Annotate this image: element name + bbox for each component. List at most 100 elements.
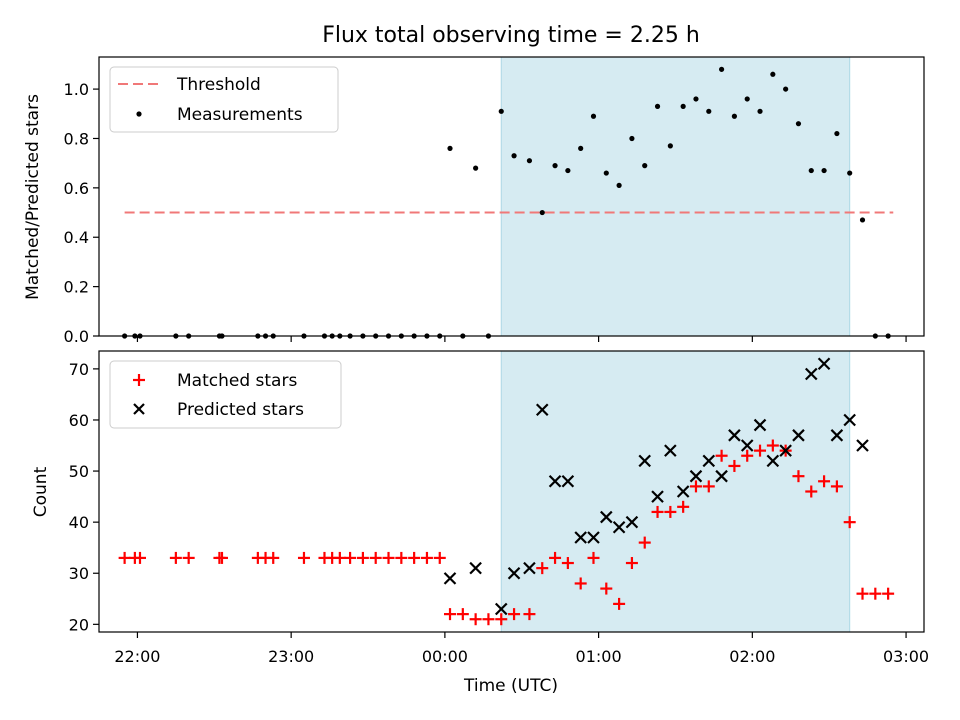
predicted-star-point <box>469 561 482 575</box>
top-legend-frame <box>109 66 339 133</box>
predicted-star-point <box>651 490 664 503</box>
bottom-legend-frame <box>109 360 342 429</box>
matched-star-point <box>297 551 310 564</box>
bottom-legend: Matched stars Predicted stars <box>109 360 342 429</box>
measurement-point <box>603 170 609 176</box>
matched-star-point <box>369 551 382 564</box>
matched-star-point <box>677 500 690 513</box>
predicted-star-point <box>574 531 587 544</box>
matched-star-point <box>600 582 613 595</box>
predicted-star-point <box>804 367 818 381</box>
measurement-point <box>693 96 699 102</box>
x-tick-label: 00:00 <box>422 647 468 666</box>
top-y-ticks: 0.0 0.2 0.4 0.6 0.8 1.0 <box>64 80 99 346</box>
bottom-y-ticks: 20 30 40 50 60 70 <box>69 360 99 634</box>
measurement-point <box>526 158 533 164</box>
measurement-point <box>667 143 673 149</box>
legend-threshold-label: Threshold <box>176 75 261 95</box>
matched-star-point <box>689 480 702 493</box>
matched-star-point <box>523 608 536 621</box>
predicted-star-point <box>753 418 767 432</box>
matched-star-point <box>561 557 574 570</box>
measurement-point <box>731 113 738 119</box>
bottom-markers <box>118 357 895 626</box>
chart-title: Flux total observing time = 2.25 h <box>322 23 700 48</box>
matched-star-point <box>420 551 433 564</box>
matched-star-point <box>133 551 146 564</box>
measurement-point <box>757 108 763 114</box>
matched-star-point <box>638 536 651 549</box>
predicted-star-point <box>740 439 754 452</box>
matched-star-point <box>382 551 395 564</box>
x-tick-label: 23:00 <box>268 647 314 666</box>
predicted-star-point <box>638 454 652 468</box>
matched-star-point <box>118 551 131 564</box>
matched-star-point <box>508 608 521 621</box>
predicted-star-point <box>494 602 508 616</box>
top-x-ticks <box>136 336 907 342</box>
matched-star-point <box>805 485 818 498</box>
matched-star-point <box>792 470 805 483</box>
measurement-point <box>552 163 558 169</box>
measurement-point <box>590 113 597 119</box>
measurement-point <box>473 165 479 171</box>
matched-star-point <box>549 551 562 564</box>
measurement-point <box>859 217 866 223</box>
x-tick-label: 22:00 <box>114 647 160 666</box>
predicted-star-point <box>561 475 575 488</box>
y-tick-label: 0.4 <box>64 228 89 247</box>
top-legend: Threshold Measurements <box>109 66 339 133</box>
y-tick-label: 0.2 <box>64 278 89 297</box>
predicted-star-point <box>766 454 780 468</box>
predicted-star-point <box>843 413 856 427</box>
measurement-point <box>447 145 453 151</box>
predicted-star-point <box>792 429 805 442</box>
matched-star-point <box>856 587 869 600</box>
predicted-star-point <box>856 439 869 452</box>
bottom-panel: 20 30 40 50 60 70 22:00 23:00 00:00 01:00 02:00 03… <box>31 350 929 696</box>
matched-star-point <box>444 608 457 621</box>
measurement-point <box>511 153 517 159</box>
matched-star-point <box>702 480 715 493</box>
measurement-point <box>783 86 789 92</box>
measurement-point <box>718 66 725 72</box>
y-tick-label: 70 <box>69 360 89 379</box>
matched-star-point <box>625 557 638 570</box>
legend-matched-swatch <box>133 374 145 386</box>
y-tick-label: 0.0 <box>64 327 89 346</box>
measurement-point <box>706 108 712 114</box>
matched-star-point <box>469 613 482 626</box>
y-tick-label: 0.8 <box>64 129 89 148</box>
legend-predicted-label: Predicted stars <box>177 400 304 420</box>
matched-star-point <box>587 551 600 564</box>
predicted-star-point <box>676 485 690 498</box>
y-tick-label: 60 <box>69 411 89 430</box>
measurement-point <box>680 103 686 109</box>
predicted-star-point <box>535 403 549 417</box>
measurement-point <box>498 108 504 114</box>
x-tick-label: 01:00 <box>576 647 622 666</box>
y-tick-label: 50 <box>69 462 89 481</box>
y-tick-label: 20 <box>69 615 89 634</box>
matched-star-point <box>482 613 495 626</box>
top-shaded-span <box>500 56 851 337</box>
matched-star-point <box>344 551 357 564</box>
matched-star-point <box>267 551 280 564</box>
top-axes-frame <box>98 56 925 337</box>
measurement-point <box>834 130 840 137</box>
predicted-star-point <box>689 469 703 483</box>
y-tick-label: 30 <box>69 564 89 583</box>
matched-star-point <box>613 597 626 610</box>
legend-matched-label: Matched stars <box>177 371 297 391</box>
y-tick-label: 0.6 <box>64 179 89 198</box>
matched-star-point <box>536 562 549 575</box>
predicted-star-point <box>443 572 457 585</box>
measurement-point <box>744 96 750 102</box>
top-panel: 0.0 0.2 0.4 0.6 0.8 1.0 Matched/Predicted sta… <box>23 56 925 346</box>
measurement-point <box>578 145 584 151</box>
measurement-point <box>770 71 776 77</box>
bottom-axes-frame <box>98 350 925 633</box>
matched-star-point <box>818 475 831 488</box>
x-tick-label: 02:00 <box>729 647 775 666</box>
